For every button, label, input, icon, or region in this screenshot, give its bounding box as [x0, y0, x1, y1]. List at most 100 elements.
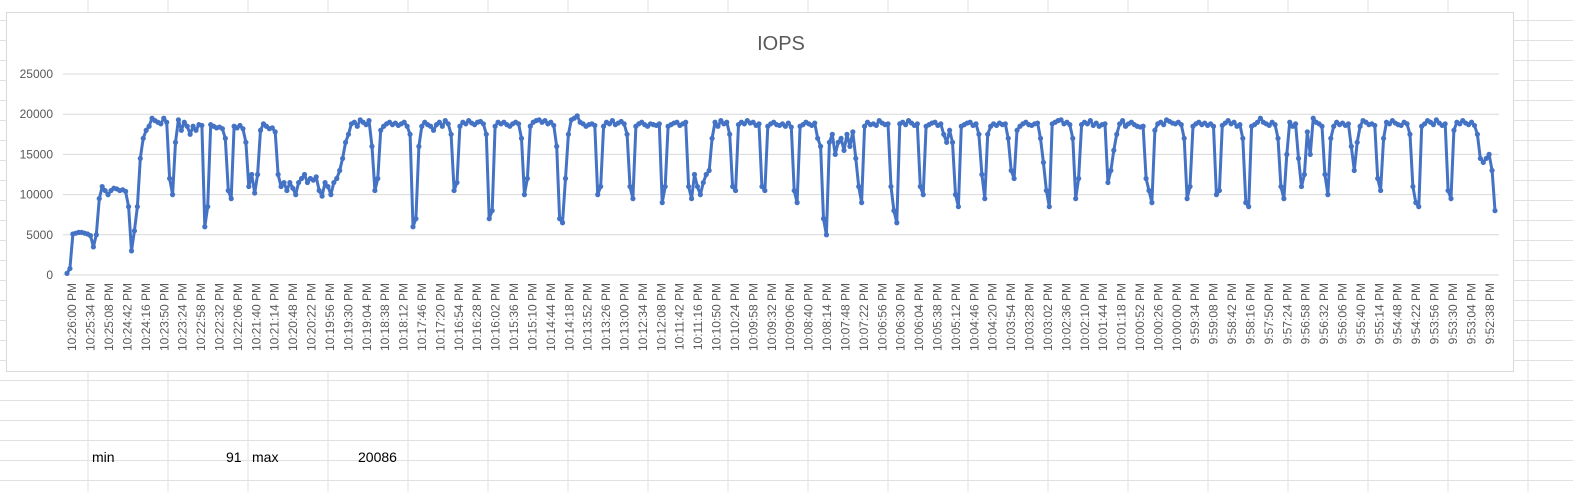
x-tick-label: 9:56:58 PM: [1299, 283, 1313, 344]
y-tick-label: 0: [46, 268, 53, 282]
data-point: [131, 228, 138, 234]
x-tick-label: 10:13:52 PM: [581, 283, 595, 351]
data-point: [351, 119, 357, 125]
data-point: [337, 167, 343, 174]
x-tick-label: 9:56:32 PM: [1317, 283, 1331, 344]
data-point: [254, 171, 261, 178]
x-tick-label: 10:09:32 PM: [765, 283, 779, 351]
data-point: [1451, 127, 1457, 133]
x-tick-label: 10:11:42 PM: [673, 283, 687, 350]
data-point: [243, 139, 249, 145]
data-point: [630, 196, 636, 202]
x-tick-label: 10:06:30 PM: [894, 283, 908, 351]
data-point: [125, 204, 132, 210]
data-point: [1058, 117, 1064, 123]
data-point: [1474, 131, 1481, 137]
data-point: [143, 127, 149, 133]
data-point: [1002, 121, 1008, 127]
data-point: [1416, 204, 1422, 210]
x-tick-label: 10:04:46 PM: [967, 283, 981, 351]
data-point: [835, 139, 841, 145]
data-point: [416, 143, 422, 149]
data-point: [976, 131, 982, 137]
x-tick-label: 10:20:22 PM: [305, 283, 319, 351]
x-tick-label: 10:14:18 PM: [562, 283, 576, 351]
data-point: [524, 175, 530, 182]
chart-area[interactable]: IOPS 0 5000 10000 15000 20000 25000 10:26:00 PM…: [6, 12, 1514, 372]
data-point: [1114, 131, 1120, 137]
data-point: [1105, 179, 1111, 186]
data-point: [1008, 167, 1014, 174]
data-point: [228, 196, 234, 202]
data-point: [413, 216, 419, 222]
data-point: [363, 122, 369, 128]
x-tick-label: 9:53:04 PM: [1464, 283, 1478, 344]
data-point: [1120, 118, 1126, 124]
data-point: [172, 139, 179, 145]
data-point: [137, 155, 143, 162]
data-point: [812, 120, 818, 126]
data-point: [105, 192, 111, 198]
data-point: [949, 139, 956, 145]
chart-title: IOPS: [757, 33, 805, 55]
x-tick-label: 10:10:50 PM: [710, 283, 724, 351]
x-tick-label: 10:21:14 PM: [268, 283, 282, 351]
data-point: [1293, 121, 1299, 127]
x-tick-label: 10:15:10 PM: [525, 283, 539, 351]
x-tick-label: 10:00:00 PM: [1170, 283, 1184, 351]
data-point: [554, 143, 560, 149]
data-point: [762, 187, 768, 194]
data-point: [952, 192, 959, 198]
x-tick-label: 10:19:04 PM: [360, 283, 374, 351]
data-point: [1152, 127, 1158, 133]
data-point: [888, 183, 894, 190]
data-point: [973, 121, 979, 127]
data-point: [1378, 187, 1384, 194]
data-point: [322, 179, 328, 186]
data-point: [873, 122, 879, 129]
min-label-cell[interactable]: min: [92, 449, 115, 465]
x-tick-label: 10:06:04 PM: [912, 283, 926, 351]
data-point: [1307, 151, 1313, 157]
data-point: [1143, 175, 1149, 182]
data-point: [1073, 196, 1079, 202]
data-point: [1445, 187, 1451, 194]
data-point: [1046, 204, 1052, 210]
x-tick-label: 10:16:28 PM: [470, 283, 484, 351]
data-point: [1275, 135, 1281, 141]
data-point: [1231, 119, 1237, 125]
data-point: [592, 122, 598, 129]
y-tick-label: 25000: [20, 67, 54, 81]
data-point: [1448, 196, 1454, 202]
data-point: [1111, 147, 1117, 153]
data-point: [134, 204, 140, 210]
x-tick-label: 10:19:30 PM: [341, 283, 355, 351]
max-label-cell[interactable]: max: [252, 449, 279, 465]
data-point: [1281, 196, 1287, 202]
data-point: [96, 196, 102, 202]
data-point: [732, 187, 739, 194]
x-tick-label: 10:23:24 PM: [176, 283, 190, 351]
data-point: [574, 113, 580, 119]
data-point: [841, 147, 847, 153]
data-point: [688, 196, 695, 202]
x-tick-label: 10:10:24 PM: [728, 283, 742, 351]
x-tick-label: 10:03:28 PM: [1023, 283, 1037, 351]
data-point: [938, 121, 944, 127]
data-point: [715, 123, 721, 129]
x-tick-label: 9:53:56 PM: [1428, 283, 1442, 344]
data-point: [727, 131, 733, 137]
data-point: [941, 131, 947, 137]
data-point: [123, 188, 129, 194]
data-point: [917, 183, 923, 190]
data-point: [955, 204, 962, 210]
data-point: [99, 183, 105, 190]
data-point: [90, 244, 96, 250]
data-point: [1237, 122, 1243, 128]
x-tick-label: 10:09:06 PM: [783, 283, 797, 351]
data-point: [454, 179, 460, 186]
max-value-cell[interactable]: 20086: [358, 449, 397, 465]
data-point: [430, 127, 437, 133]
data-point: [1486, 151, 1492, 157]
min-value-cell[interactable]: 91: [226, 449, 242, 465]
